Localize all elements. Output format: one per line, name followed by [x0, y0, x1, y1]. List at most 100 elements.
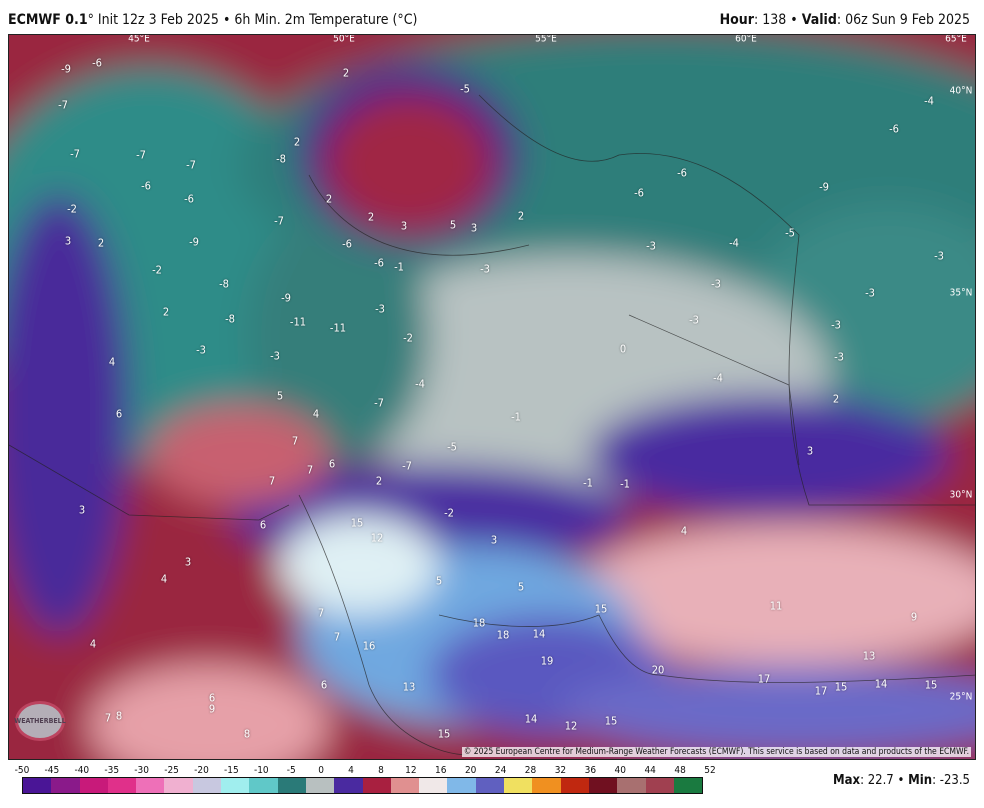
gridline-label: 65°E — [945, 34, 967, 45]
colorbar-swatch — [617, 778, 646, 793]
temperature-label: -3 — [375, 302, 385, 316]
temperature-label: -6 — [677, 166, 687, 180]
temperature-label: -6 — [141, 179, 151, 193]
temperature-label: 7 — [317, 606, 325, 620]
gridline-label: 30°N — [949, 489, 973, 501]
colorbar-swatch — [51, 778, 80, 793]
temperature-label: -1 — [583, 476, 593, 490]
colorbar-swatch — [532, 778, 561, 793]
temperature-label: 15 — [834, 680, 848, 694]
temperature-label: 6 — [115, 407, 123, 421]
map-title: ECMWF 0.1° Init 12z 3 Feb 2025 • 6h Min.… — [8, 12, 418, 28]
temperature-label: -6 — [92, 56, 102, 70]
copyright-notice: © 2025 European Centre for Medium-Range … — [461, 747, 971, 757]
temperature-label: 4 — [312, 407, 320, 421]
temperature-label: 3 — [78, 503, 86, 517]
temperature-label: 20 — [651, 663, 665, 677]
colorbar-swatch — [221, 778, 250, 793]
temperature-label: 0 — [619, 342, 627, 356]
temperature-label: -11 — [289, 315, 307, 329]
temperature-label: 2 — [375, 474, 383, 488]
temperature-label: -8 — [276, 152, 286, 166]
temperature-label: 15 — [350, 516, 364, 530]
colorbar-tick-label: 36 — [584, 765, 597, 776]
temperature-label: 8 — [243, 727, 251, 741]
temperature-label: 12 — [370, 531, 384, 545]
colorbar-swatch — [673, 778, 703, 793]
colorbar-swatch — [560, 778, 589, 793]
temperature-label: 2 — [832, 392, 840, 406]
temperature-label: -6 — [634, 186, 644, 200]
temperature-label: 2 — [517, 209, 525, 223]
temperature-label: -3 — [711, 277, 721, 291]
colorbar-swatch — [23, 778, 52, 793]
colorbar-tick-label: 0 — [318, 765, 324, 776]
colorbar-swatch — [390, 778, 420, 793]
gridline-label: 25°N — [949, 691, 973, 703]
colorbar-tick-label: 48 — [674, 765, 686, 776]
temperature-label: -6 — [374, 256, 384, 270]
colorbar-tick-label: 28 — [524, 765, 537, 776]
temperature-label: -4 — [729, 236, 739, 250]
temperature-label: -11 — [329, 321, 347, 335]
temperature-label: -3 — [831, 318, 841, 332]
temperature-label: 2 — [162, 305, 170, 319]
colorbar-tick-label: 32 — [554, 765, 567, 776]
temperature-label: -3 — [480, 262, 490, 276]
temperature-label: 13 — [402, 680, 416, 694]
temperature-label: -1 — [511, 410, 521, 424]
colorbar-tick-label: -50 — [14, 765, 30, 776]
temperature-label: -3 — [646, 239, 656, 253]
colorbar-swatch — [419, 778, 448, 793]
temperature-label: 14 — [524, 712, 538, 726]
temperature-label: -8 — [219, 277, 229, 291]
temperature-label: 6 — [320, 678, 328, 692]
colorbar-swatch — [164, 778, 193, 793]
valid-time: Hour: 138 • Valid: 06z Sun 9 Feb 2025 — [719, 12, 970, 28]
colorbar — [22, 777, 703, 794]
temperature-label: 5 — [517, 580, 525, 594]
temperature-label: -2 — [67, 202, 77, 216]
temperature-label: -1 — [394, 260, 404, 274]
temperature-label: -9 — [61, 62, 71, 76]
colorbar-tick-label: 40 — [614, 765, 626, 776]
temperature-map[interactable]: 45°E 50°E 55°E 60°E 65°E 40°N 35°N 30°N 25°N -9 -6… — [8, 34, 976, 760]
colorbar-tick-label: 8 — [378, 765, 384, 776]
temperature-label: -7 — [274, 214, 284, 228]
temperature-label: 14 — [532, 627, 546, 641]
temperature-label: 5 — [435, 574, 443, 588]
colorbar-tick-label: 16 — [435, 765, 447, 776]
temperature-label: -9 — [819, 180, 829, 194]
colorbar-swatch — [277, 778, 306, 793]
colorbar-tick-label: -5 — [286, 765, 296, 776]
temperature-label: -9 — [189, 235, 199, 249]
colorbar-tick-label: -45 — [44, 765, 60, 776]
temperature-label: -8 — [225, 312, 235, 326]
temperature-label: 2 — [342, 66, 350, 80]
temperature-label: -6 — [342, 237, 352, 251]
temperature-label: 4 — [680, 524, 688, 538]
temperature-label: -2 — [444, 506, 454, 520]
temperature-label: -5 — [447, 440, 457, 454]
temperature-label: -3 — [865, 286, 875, 300]
temperature-label: -7 — [58, 98, 68, 112]
colorbar-tick-label: 44 — [644, 765, 656, 776]
colorbar-swatch — [107, 778, 137, 793]
temperature-label: 19 — [540, 654, 554, 668]
colorbar-swatch — [645, 778, 674, 793]
colorbar-tick-label: -25 — [164, 765, 179, 776]
colorbar-swatch — [475, 778, 505, 793]
temperature-label: -5 — [460, 82, 470, 96]
colorbar-swatch — [588, 778, 618, 793]
weatherbell-logo: WEATHERBELL — [14, 701, 66, 741]
temperature-label: 12 — [564, 719, 578, 733]
temperature-label: 6 — [259, 518, 267, 532]
temperature-label: -2 — [152, 263, 162, 277]
temperature-label: 3 — [64, 234, 72, 248]
colorbar-ticks: -50 -45 -40 -35 -30 -25 -20 -15 -10 -5 0 4 8 12 16 20 24… — [10, 765, 716, 777]
colorbar-tick-label: -30 — [134, 765, 149, 776]
temperature-label: 6 — [328, 457, 336, 471]
colorbar-swatch — [447, 778, 476, 793]
colorbar-swatch — [192, 778, 222, 793]
gridline-label: 55°E — [535, 34, 557, 45]
